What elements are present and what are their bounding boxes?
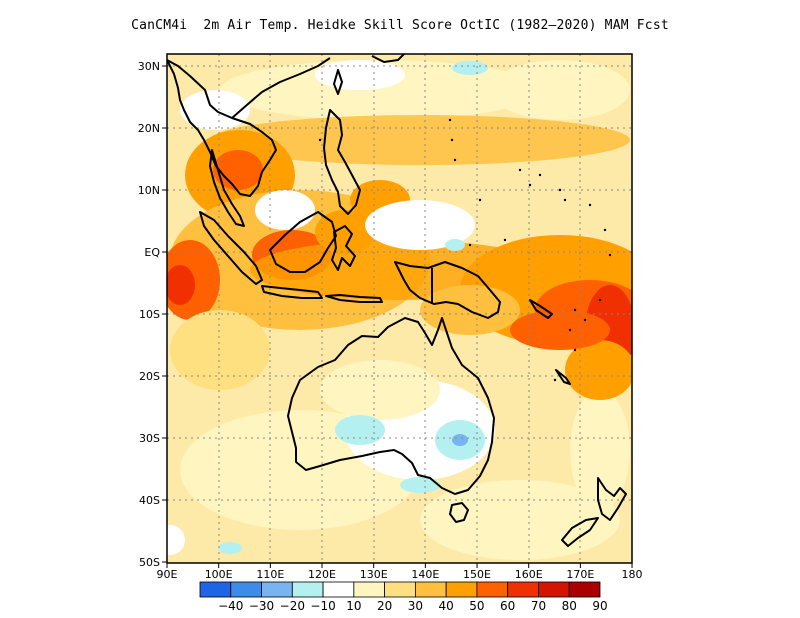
- colorbar-label: 20: [377, 599, 392, 613]
- colorbar-label: 30: [408, 599, 423, 613]
- colorbar-swatch: [384, 581, 416, 598]
- lon-tick-label: 120E: [308, 568, 336, 581]
- solomon-islands-coastline: [529, 299, 553, 319]
- new-caledonia-coastline: [555, 369, 571, 385]
- tasmania-coastline: [449, 502, 469, 523]
- sumatra-coastline: [199, 211, 263, 285]
- map-plot-area: [167, 54, 632, 563]
- map-title: CanCM4i 2m Air Temp. Heidke Skill Score …: [131, 18, 669, 33]
- latitude-axis: 30N 20N 10N EQ 10S 20S 30S 40S 50S: [138, 60, 167, 569]
- taiwan-coastline: [333, 69, 343, 95]
- lon-tick-label: 130E: [360, 568, 388, 581]
- china-coastline: [231, 57, 331, 119]
- borneo-coastline: [269, 211, 337, 273]
- sulawesi-coastline: [331, 225, 356, 271]
- colorbar-swatch: [476, 581, 509, 598]
- colorbar-label: 50: [469, 599, 484, 613]
- colorbar-label: 10: [346, 599, 361, 613]
- map-frame: [166, 53, 633, 564]
- colorbar-label: 70: [531, 599, 546, 613]
- new-zealand-north-coastline: [597, 477, 627, 521]
- colorbar-swatch: [414, 581, 447, 598]
- colorbar-swatch: [538, 581, 570, 598]
- lon-tick-label: 110E: [256, 568, 284, 581]
- indochina-coastline: [167, 59, 277, 197]
- colorbar: −40 −30 −20 −10 10 20 30 40 50 60 70 80 90: [199, 581, 608, 613]
- colorbar-swatch: [445, 581, 478, 598]
- lat-tick-label: 10N: [138, 184, 160, 197]
- australia-coastline: [287, 317, 495, 495]
- colorbar-label: 60: [500, 599, 515, 613]
- colorbar-label: 80: [562, 599, 577, 613]
- lat-tick-label: 20N: [138, 122, 160, 135]
- lat-tick-label: 30N: [138, 60, 160, 73]
- lat-tick-label: 30S: [139, 432, 160, 445]
- colorbar-swatch: [291, 581, 324, 598]
- longitude-axis: 90E 100E 110E 120E 130E 140E 150E 160E 170E 180: [157, 563, 643, 581]
- lon-tick-label: 90E: [157, 568, 178, 581]
- malay-peninsula-coastline: [209, 149, 245, 227]
- colorbar-swatch: [230, 581, 262, 598]
- colorbar-label: −40: [218, 599, 243, 613]
- lesser-sunda-coastline: [325, 294, 383, 303]
- lon-tick-label: 180: [622, 568, 643, 581]
- lat-tick-label: 20S: [139, 370, 160, 383]
- lat-tick-label: 50S: [139, 556, 160, 569]
- pacific-islands: [318, 118, 612, 382]
- colorbar-label: 40: [439, 599, 454, 613]
- new-guinea-coastline: [394, 261, 501, 319]
- colorbar-label: 90: [592, 599, 607, 613]
- coastlines: [167, 54, 627, 547]
- lon-tick-label: 160E: [515, 568, 543, 581]
- colorbar-swatch: [568, 581, 601, 598]
- lat-tick-label: EQ: [144, 246, 160, 259]
- colorbar-swatch: [322, 581, 355, 598]
- colorbar-label: −20: [280, 599, 305, 613]
- colorbar-label: −10: [310, 599, 335, 613]
- philippines-coastline: [323, 109, 361, 215]
- lon-tick-label: 150E: [463, 568, 491, 581]
- japan-coastline: [371, 54, 405, 63]
- lat-tick-label: 40S: [139, 494, 160, 507]
- colorbar-swatch: [199, 581, 232, 598]
- colorbar-swatch: [507, 581, 539, 598]
- colorbar-swatch: [261, 581, 293, 598]
- java-coastline: [261, 285, 323, 299]
- lon-tick-label: 100E: [205, 568, 233, 581]
- lon-tick-label: 170E: [566, 568, 594, 581]
- new-zealand-south-coastline: [561, 517, 599, 547]
- colorbar-swatch: [353, 581, 386, 598]
- lon-tick-label: 140E: [411, 568, 439, 581]
- lat-tick-label: 10S: [139, 308, 160, 321]
- colorbar-label: −30: [249, 599, 274, 613]
